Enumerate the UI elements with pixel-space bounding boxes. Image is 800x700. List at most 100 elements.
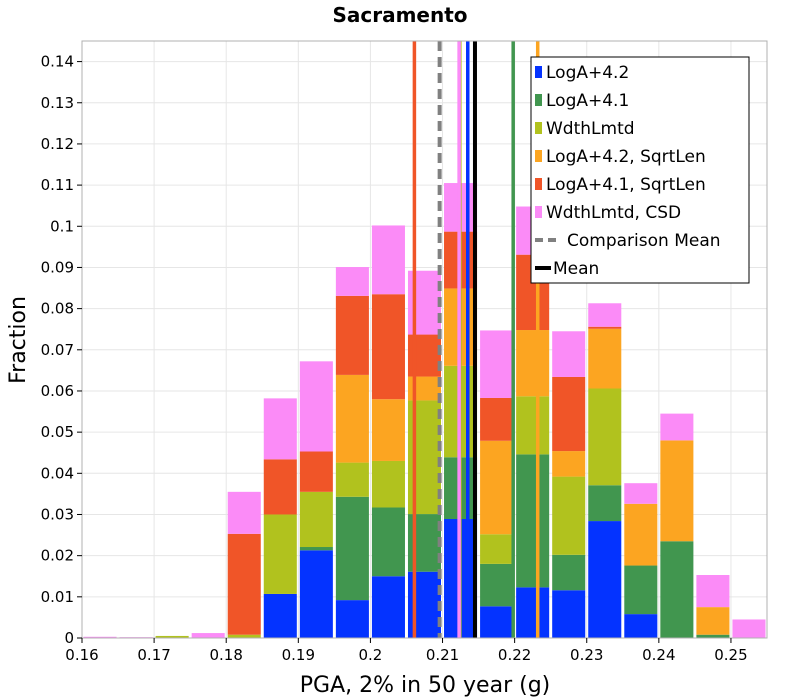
bar-wdthlmtd-13 [552,476,586,555]
bar-loga-4-1-sqrtlen-7 [335,295,369,375]
axis-ticks: 0 0.01 0.02 0.03 0.04 0.05 0.06 0.07 0.08 0.09 0.1… [41,53,748,664]
bar-wdthlmtd-csd-17 [696,575,730,608]
bar-loga-4-1-sqrtlen-4 [227,533,261,635]
bar-loga-4-1-14 [588,485,622,522]
y-axis-title: Fraction [6,296,31,384]
legend-swatch-wdthlmtd-csd [535,206,542,218]
bar-loga-4-2-14 [588,521,622,638]
bar-loga-4-2-15 [624,614,658,638]
bar-wdthlmtd-5 [263,514,297,594]
bar-loga-4-2-12 [516,587,550,638]
bar-wdthlmtd-csd-7 [335,267,369,296]
bar-wdthlmtd-csd-18 [732,619,766,638]
bar-loga-4-2-sqrtlen-7 [335,374,369,463]
bar-loga-4-2-sqrtlen-12 [516,330,550,397]
bar-wdthlmtd-csd-8 [371,225,405,295]
bar-loga-4-1-sqrtlen-11 [480,397,514,441]
y-tick-label: 0.1 [50,217,74,235]
bar-loga-4-2-sqrtlen-8 [371,399,405,461]
x-tick-label: 0.24 [642,646,675,664]
bar-loga-4-2-7 [335,600,369,638]
legend-label-wdthlmtd-csd: WdthLmtd, CSD [546,203,681,223]
y-tick-label: 0.13 [41,94,74,112]
bar-loga-4-1-11 [480,563,514,607]
legend: LogA+4.2 LogA+4.1 WdthLmtd LogA+4.2, SqrtLe… [530,56,750,284]
bar-wdthlmtd-csd-0 [83,636,117,638]
bar-wdthlmtd-csd-5 [263,398,297,460]
bar-loga-4-2-6 [299,550,333,638]
y-tick-label: 0.14 [41,53,74,71]
bar-loga-4-1-15 [624,565,658,615]
bar-wdthlmtd-csd-16 [660,413,694,441]
bar-wdthlmtd-11 [480,534,514,564]
x-tick-label: 0.22 [498,646,531,664]
x-tick-label: 0.17 [137,646,170,664]
bar-loga-4-1-17 [696,634,730,638]
legend-label-wdthlmtd: WdthLmtd [546,119,635,139]
legend-swatch-loga-4-1 [535,94,542,106]
legend-label-loga-4-1: LogA+4.1 [546,91,629,111]
bar-loga-4-1-16 [660,541,694,638]
y-tick-label: 0.05 [41,423,74,441]
bar-loga-4-2-sqrtlen-17 [696,607,730,635]
y-tick-label: 0.11 [41,176,74,194]
legend-label-mean: Mean [553,259,599,279]
bar-loga-4-1-sqrtlen-13 [552,376,586,452]
y-tick-label: 0 [64,629,74,647]
bar-wdthlmtd-12 [516,396,550,455]
legend-swatch-loga-4-2 [535,66,542,78]
x-tick-label: 0.18 [210,646,243,664]
bar-wdthlmtd-csd-4 [227,491,261,534]
bar-wdthlmtd-csd-14 [588,303,622,327]
x-tick-label: 0.16 [65,646,98,664]
legend-label-comparison-mean: Comparison Mean [567,231,721,251]
bar-loga-4-1-13 [552,554,586,591]
bar-wdthlmtd-4 [227,634,261,638]
bar-loga-4-2-sqrtlen-9 [407,376,442,401]
legend-swatch-wdthlmtd [535,122,542,134]
bar-loga-4-2-sqrtlen-11 [480,440,514,535]
bar-loga-4-2-11 [480,606,514,638]
y-tick-label: 0.04 [41,464,74,482]
x-tick-label: 0.25 [714,646,747,664]
y-tick-label: 0.02 [41,547,74,565]
y-tick-label: 0.06 [41,382,74,400]
bar-loga-4-2-13 [552,590,586,638]
y-tick-label: 0.09 [41,258,74,276]
bar-wdthlmtd-6 [299,491,333,548]
x-axis-title: PGA, 2% in 50 year (g) [300,673,551,698]
legend-swatch-loga-4-2-sqrtlen [535,150,542,162]
bar-wdthlmtd-csd-15 [624,483,658,504]
bar-wdthlmtd-csd-13 [552,331,586,377]
x-tick-label: 0.21 [426,646,459,664]
bar-wdthlmtd-7 [335,462,369,497]
bar-wdthlmtd-csd-11 [480,330,514,398]
bar-loga-4-1-8 [371,507,405,577]
y-tick-label: 0.03 [41,505,74,523]
bar-wdthlmtd-csd-3 [191,633,225,638]
bar-loga-4-1-7 [335,496,369,601]
y-tick-label: 0.07 [41,341,74,359]
bar-loga-4-1-sqrtlen-5 [263,459,297,515]
x-tick-label: 0.19 [282,646,315,664]
bar-loga-4-1-12 [516,454,550,588]
y-tick-label: 0.08 [41,300,74,318]
bar-loga-4-2-sqrtlen-14 [588,328,622,389]
bar-loga-4-1-6 [299,547,333,551]
bar-loga-4-1-sqrtlen-14 [588,326,622,329]
bar-loga-4-1-sqrtlen-8 [371,294,405,400]
bar-loga-4-2-sqrtlen-13 [552,451,586,477]
x-tick-label: 0.2 [358,646,382,664]
legend-label-loga-4-2-sqrtlen: LogA+4.2, SqrtLen [546,147,706,167]
plot-frame [81,40,768,639]
legend-label-loga-4-1-sqrtlen: LogA+4.1, SqrtLen [546,175,706,195]
y-tick-label: 0.12 [41,135,74,153]
legend-box [530,56,750,284]
bar-loga-4-1-sqrtlen-6 [299,451,333,492]
bar-wdthlmtd-2 [155,635,189,638]
chart-title: Sacramento [332,3,467,27]
bar-loga-4-2-8 [371,576,405,638]
bar-wdthlmtd-8 [371,460,405,508]
x-tick-label: 0.23 [570,646,603,664]
